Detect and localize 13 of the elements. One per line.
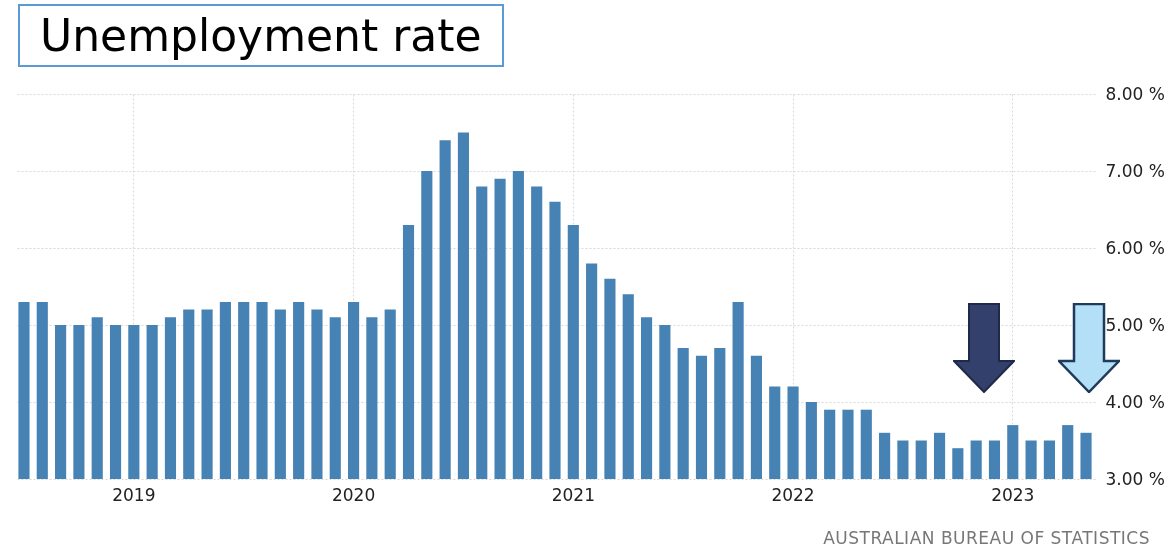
y-tick-label: 8.00 % (1105, 83, 1165, 104)
y-tick-label: 4.00 % (1105, 391, 1165, 412)
x-tick-label: 2021 (551, 484, 595, 505)
chart-title: Unemployment rate (18, 4, 504, 67)
y-tick-label: 7.00 % (1105, 160, 1165, 181)
y-tick-label: 6.00 % (1105, 237, 1165, 258)
y-tick-label: 3.00 % (1105, 468, 1165, 489)
x-tick-label: 2019 (112, 484, 156, 505)
text: AUSTRALIAN BUREAU OF STATISTICS (823, 528, 1150, 548)
x-tick-label: 2020 (331, 484, 376, 505)
x-tick-label: 2023 (991, 484, 1035, 505)
y-tick-label: 5.00 % (1105, 314, 1165, 335)
x-tick-label: 2022 (771, 484, 815, 505)
